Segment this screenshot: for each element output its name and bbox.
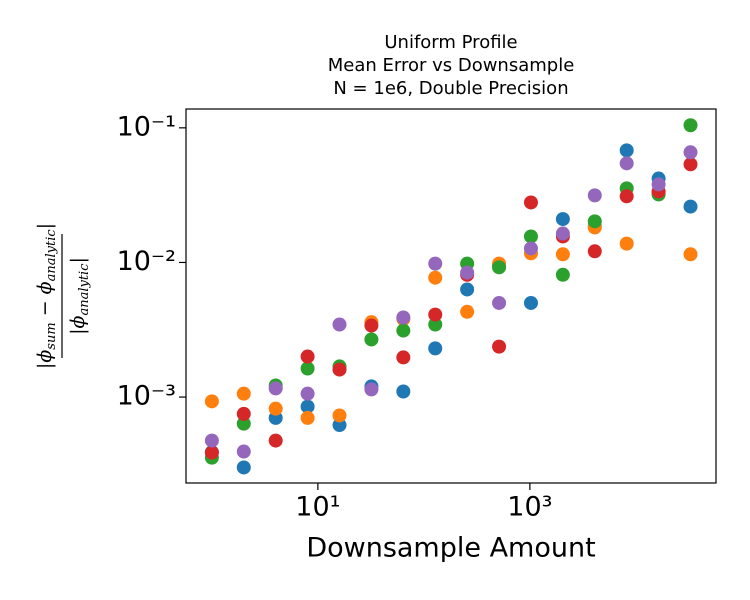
scatter-point bbox=[683, 157, 698, 172]
scatter-point bbox=[619, 189, 634, 204]
scatter-point bbox=[204, 433, 219, 448]
scatter-point bbox=[268, 433, 283, 448]
scatter-point bbox=[428, 341, 443, 356]
scatter-point bbox=[683, 118, 698, 133]
scatter-point bbox=[683, 199, 698, 214]
x-tick-label: 10³ bbox=[507, 492, 552, 523]
scatter-point bbox=[587, 188, 602, 203]
scatter-point bbox=[268, 381, 283, 396]
scatter-point bbox=[619, 236, 634, 251]
y-tick-label: 10⁻¹ bbox=[117, 111, 176, 142]
scatter-point bbox=[555, 247, 570, 262]
y-label-subscript: sum bbox=[44, 322, 59, 349]
scatter-point bbox=[651, 177, 666, 192]
chart-title: Mean Error vs Downsample bbox=[328, 55, 575, 76]
y-label-denominator: |ϕanalytic| bbox=[67, 257, 92, 335]
scatter-point bbox=[396, 384, 411, 399]
scatter-point bbox=[619, 156, 634, 171]
scatter-point bbox=[619, 143, 634, 158]
scatter-point bbox=[396, 310, 411, 325]
y-label-text: | bbox=[67, 257, 89, 263]
scatter-point bbox=[300, 349, 315, 364]
chart-title: Uniform Profile bbox=[384, 32, 517, 53]
scatter-point bbox=[428, 270, 443, 285]
scatter-point bbox=[460, 265, 475, 280]
scatter-point bbox=[364, 318, 379, 333]
scatter-point bbox=[523, 241, 538, 256]
plot-frame bbox=[185, 108, 717, 484]
y-label-numerator: |ϕsum − ϕanalytic| bbox=[34, 223, 59, 369]
x-axis-label: Downsample Amount bbox=[306, 533, 595, 564]
scatter-point bbox=[555, 212, 570, 227]
scatter-point bbox=[523, 295, 538, 310]
scatter-point bbox=[332, 408, 347, 423]
x-tick-label: 10¹ bbox=[295, 492, 340, 523]
scatter-point bbox=[204, 445, 219, 460]
scatter-point bbox=[268, 401, 283, 416]
scatter-point bbox=[236, 416, 251, 431]
y-label-text: − ϕ bbox=[34, 281, 56, 322]
scatter-point bbox=[364, 332, 379, 347]
scatter-point bbox=[236, 444, 251, 459]
scatter-point bbox=[332, 362, 347, 377]
scatter-point bbox=[300, 410, 315, 425]
chart-title: N = 1e6, Double Precision bbox=[333, 78, 568, 99]
scatter-point bbox=[428, 256, 443, 271]
y-tick-label: 10⁻² bbox=[117, 246, 176, 277]
scatter-point bbox=[300, 386, 315, 401]
scatter-point bbox=[683, 247, 698, 262]
scatter-point bbox=[396, 350, 411, 365]
scatter-point bbox=[683, 145, 698, 160]
y-label-text: |ϕ bbox=[34, 350, 56, 369]
y-tick-label: 10⁻³ bbox=[117, 381, 176, 412]
y-axis-label: |ϕsum − ϕanalytic| |ϕanalytic| bbox=[34, 223, 92, 369]
scatter-point bbox=[492, 295, 507, 310]
scatter-point bbox=[555, 267, 570, 282]
scatter-point bbox=[460, 304, 475, 319]
scatter-point bbox=[300, 399, 315, 414]
scatter-point bbox=[236, 406, 251, 421]
scatter-point bbox=[236, 460, 251, 475]
scatter-point bbox=[587, 214, 602, 229]
scatter-point bbox=[396, 323, 411, 338]
scatter-point bbox=[300, 361, 315, 376]
scatter-point bbox=[236, 386, 251, 401]
scatter-point bbox=[364, 382, 379, 397]
scatter-point bbox=[428, 317, 443, 332]
scatter-point bbox=[587, 244, 602, 259]
scatter-point bbox=[523, 229, 538, 244]
y-label-subscript: analytic bbox=[44, 229, 59, 282]
scatter-point bbox=[332, 317, 347, 332]
scatter-point bbox=[492, 260, 507, 275]
y-label-subscript: analytic bbox=[77, 263, 92, 316]
scatter-point bbox=[460, 282, 475, 297]
scatter-point bbox=[492, 339, 507, 354]
scatter-point bbox=[523, 195, 538, 210]
scatter-point bbox=[555, 226, 570, 241]
y-label-text: |ϕ bbox=[67, 316, 89, 335]
y-label-text: | bbox=[34, 223, 56, 229]
scatter-point bbox=[204, 394, 219, 409]
scatter-point bbox=[428, 307, 443, 322]
